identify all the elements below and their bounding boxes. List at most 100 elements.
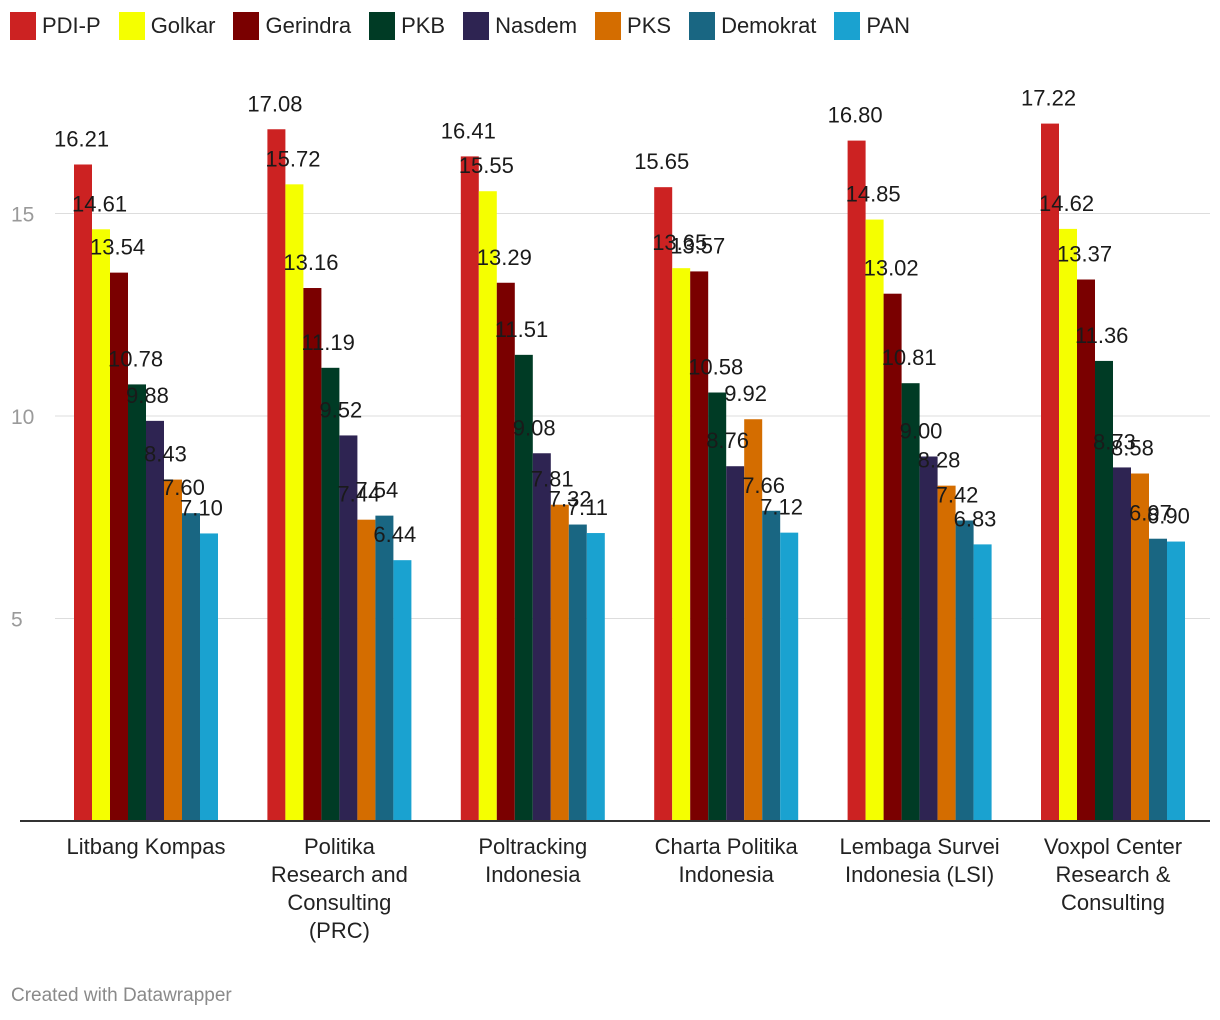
bar (708, 392, 727, 821)
bar (586, 533, 605, 821)
data-label: 13.02 (864, 256, 919, 281)
data-label: 10.81 (882, 345, 937, 370)
legend-label: Golkar (150, 13, 216, 38)
data-label: 11.36 (1075, 323, 1128, 348)
bar (1041, 123, 1059, 822)
legend-label: Nasdem (495, 13, 578, 38)
legend-swatch (689, 12, 716, 40)
legend-label: PKB (401, 13, 446, 38)
data-label: 8.76 (706, 428, 749, 453)
legend-swatch (233, 12, 260, 40)
legend-item-pan: PAN (834, 12, 910, 40)
data-label: 14.62 (1039, 191, 1094, 216)
data-label: 6.83 (954, 506, 997, 531)
data-label: 11.51 (495, 317, 548, 342)
data-label: 13.54 (90, 235, 145, 260)
data-label: 13.57 (670, 233, 725, 258)
bar (357, 519, 376, 821)
legend-item-pdi-p: PDI-P (10, 12, 101, 40)
category-label: Poltracking (478, 834, 587, 859)
category-label: Voxpol Center (1044, 834, 1182, 859)
legend-swatch (834, 12, 861, 40)
bar (744, 419, 763, 821)
data-label: 7.10 (180, 495, 223, 520)
data-label: 7.44 (337, 482, 380, 507)
bar (267, 129, 286, 821)
category-label: Consulting (287, 890, 391, 915)
bar (1149, 538, 1167, 821)
bar (514, 354, 533, 821)
legend-swatch (595, 12, 622, 40)
data-label: 15.55 (459, 153, 514, 178)
bar (654, 187, 673, 822)
bar (762, 510, 781, 821)
category-label: Indonesia (LSI) (845, 862, 994, 887)
legend-label: Gerindra (265, 13, 352, 38)
legend-label: PAN (866, 13, 911, 38)
data-label: 8.43 (144, 442, 187, 467)
data-label: 7.81 (531, 467, 574, 492)
bar (568, 524, 587, 821)
data-label: 13.29 (477, 245, 532, 270)
category-label: Charta Politika (655, 834, 799, 859)
data-label: 13.16 (283, 250, 338, 275)
bar (726, 466, 745, 821)
category-label: (PRC) (309, 918, 370, 943)
legend-label: Demokrat (721, 13, 817, 38)
data-label: 6.90 (1147, 504, 1190, 529)
category-label: Indonesia (485, 862, 581, 887)
bar (973, 544, 992, 821)
legend-swatch (463, 12, 490, 40)
bar (550, 504, 569, 821)
legend-item-pkb: PKB (369, 12, 445, 40)
bar (1077, 279, 1095, 821)
bar (937, 485, 956, 821)
data-label: 8.28 (918, 448, 961, 473)
legend-swatch (10, 12, 36, 40)
category-label: Litbang Kompas (67, 834, 226, 859)
legend-label: PKS (627, 13, 672, 38)
bar (865, 219, 884, 821)
data-label: 11.19 (301, 330, 354, 355)
bar (883, 293, 902, 821)
bar (74, 164, 92, 821)
legend-item-golkar: Golkar (118, 12, 216, 40)
category-label: Consulting (1061, 890, 1165, 915)
data-label: 7.42 (936, 482, 979, 507)
bar (690, 271, 709, 821)
data-label: 9.88 (126, 383, 169, 408)
bar (496, 282, 515, 821)
data-label: 9.92 (724, 381, 767, 406)
legend-item-pks: PKS (595, 12, 671, 40)
category-label: Politika (304, 834, 376, 859)
bar (146, 420, 164, 821)
bar (182, 513, 200, 821)
bar (478, 191, 497, 822)
data-label: 13.65 (652, 230, 707, 255)
legend-swatch (118, 12, 145, 40)
bar (110, 272, 128, 821)
bar (1167, 541, 1185, 821)
data-label: 9.00 (900, 419, 943, 444)
bar (901, 383, 920, 821)
bar (1113, 467, 1131, 821)
data-label: 6.97 (1129, 501, 1172, 526)
data-label: 6.44 (373, 522, 416, 547)
data-label: 17.22 (1021, 86, 1076, 111)
data-label: 15.72 (265, 146, 320, 171)
bar (164, 479, 182, 821)
bar (1095, 360, 1113, 821)
data-label: 10.58 (688, 355, 743, 380)
data-label: 8.73 (1093, 429, 1136, 454)
bar (128, 384, 146, 821)
legend-item-demokrat: Demokrat (689, 12, 816, 40)
bar (321, 367, 340, 821)
category-label: Lembaga Survei (839, 834, 999, 859)
legend-item-gerindra: Gerindra (233, 12, 351, 40)
bar (303, 288, 322, 821)
legend-swatch (369, 12, 396, 40)
data-label: 16.80 (828, 103, 883, 128)
data-label: 7.12 (760, 495, 803, 520)
bar (1059, 228, 1077, 821)
